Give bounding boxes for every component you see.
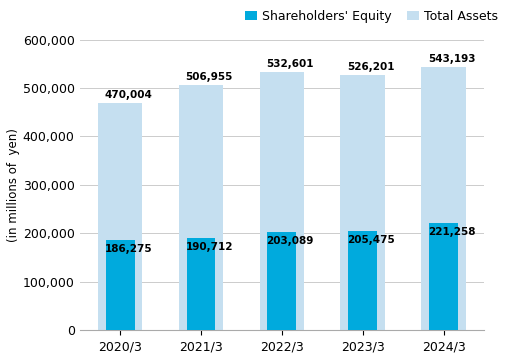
Text: 470,004: 470,004 — [105, 90, 153, 100]
Legend: Shareholders' Equity, Total Assets: Shareholders' Equity, Total Assets — [240, 5, 503, 28]
Bar — [421, 67, 466, 330]
Bar — [267, 232, 296, 330]
Text: 506,955: 506,955 — [186, 72, 233, 82]
Text: 190,712: 190,712 — [186, 242, 233, 252]
Text: 203,089: 203,089 — [266, 236, 314, 246]
Bar — [260, 72, 304, 330]
Text: 532,601: 532,601 — [266, 59, 314, 69]
Bar — [187, 238, 215, 330]
Bar — [429, 223, 458, 330]
Bar — [340, 75, 385, 330]
Bar — [98, 103, 142, 330]
Bar — [348, 231, 377, 330]
Bar — [106, 240, 135, 330]
Text: 221,258: 221,258 — [428, 227, 475, 237]
Text: 526,201: 526,201 — [347, 62, 395, 72]
Y-axis label: (in millions of  yen): (in millions of yen) — [7, 128, 20, 242]
Text: 186,275: 186,275 — [105, 244, 152, 254]
Bar — [179, 85, 223, 330]
Text: 205,475: 205,475 — [347, 235, 395, 244]
Text: 543,193: 543,193 — [428, 54, 475, 64]
